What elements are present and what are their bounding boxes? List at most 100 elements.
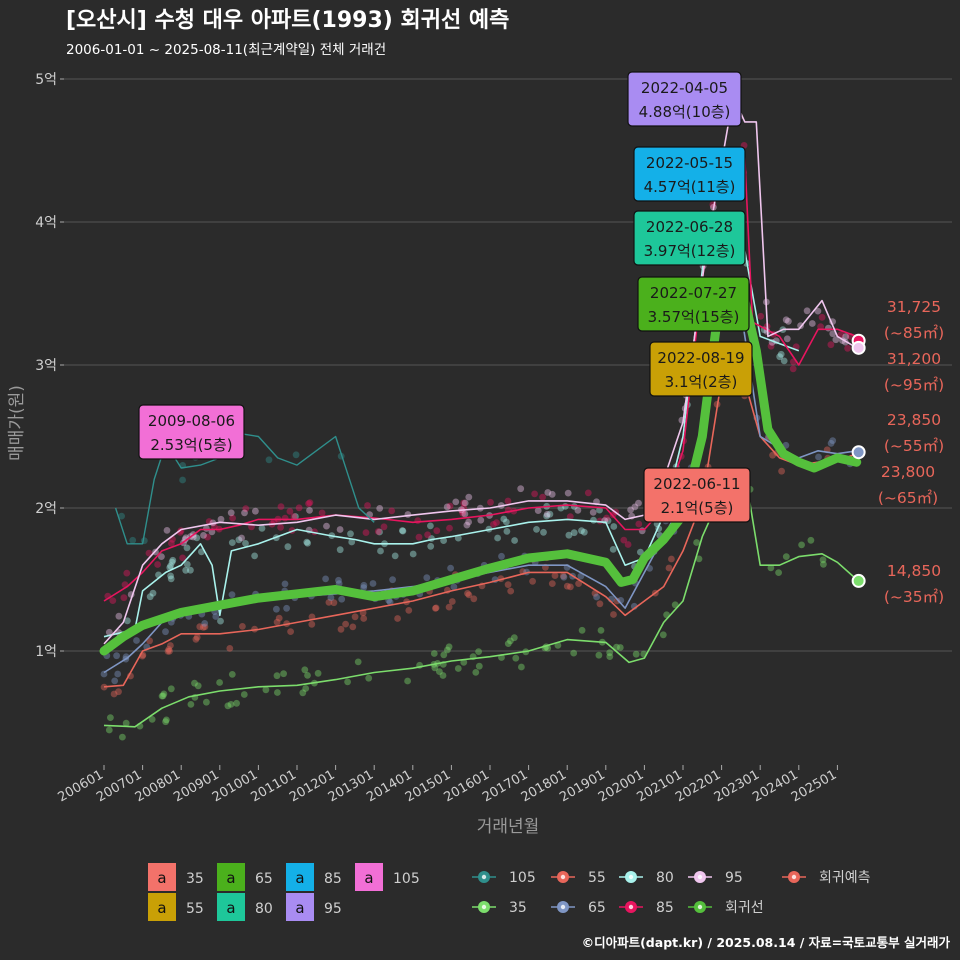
scatter-point-95 — [465, 493, 473, 501]
scatter-point-80 — [543, 512, 550, 520]
scatter-point-55 — [470, 595, 478, 603]
scatter-point-35 — [299, 689, 307, 697]
scatter-point-35 — [194, 682, 202, 690]
scatter-point-95 — [785, 317, 792, 325]
scatter-point-80 — [540, 528, 547, 536]
legend-label: 55 — [186, 901, 204, 917]
callout-date: 2022-06-11 — [653, 475, 740, 493]
legend-swatch — [217, 863, 245, 891]
scatter-point-95 — [829, 330, 837, 338]
scatter-point-80 — [546, 510, 554, 518]
y-tick-label: 2억 — [35, 501, 57, 517]
scatter-point-80 — [780, 357, 788, 365]
legend-fill-95: a 95 — [286, 893, 342, 921]
scatter-point-85 — [204, 533, 211, 541]
scatter-point-65 — [283, 604, 290, 612]
scatter-point-35 — [262, 686, 270, 694]
scatter-point-35 — [302, 685, 310, 692]
scatter-point-35 — [280, 670, 287, 678]
callout-price: 3.57억(15층) — [648, 308, 740, 326]
scatter-point-95 — [241, 509, 248, 517]
legend-label: 85 — [656, 900, 674, 916]
scatter-point-80 — [391, 552, 399, 560]
forecast-area-label: (~55㎡) — [884, 437, 944, 455]
forecast-point-35 — [851, 573, 866, 588]
scatter-point-85 — [844, 344, 851, 352]
scatter-point-85 — [414, 517, 422, 524]
scatter-point-35 — [436, 668, 443, 675]
scatter-point-35 — [228, 671, 236, 678]
callout-box — [138, 404, 245, 460]
right-label-layer: 31,725 (~85㎡) 31,200 (~95㎡) 23,850 (~55㎡) 23,8… — [878, 298, 944, 606]
scatter-point-35 — [518, 663, 525, 671]
scatter-point-55 — [167, 642, 174, 649]
callout-price: 3.97억(12층) — [644, 242, 736, 260]
scatter-point-55 — [273, 618, 281, 626]
legend-fill-105: a 105 — [355, 863, 420, 891]
scatter-point-95 — [635, 499, 642, 507]
scatter-point-35 — [365, 674, 373, 682]
scatter-point-95 — [336, 526, 344, 533]
forecast-layer — [851, 333, 866, 588]
scatter-point-35 — [782, 553, 790, 560]
legend-glyph: a — [157, 899, 166, 917]
legend-fill-65: a 65 — [217, 863, 273, 891]
callout-box — [649, 341, 753, 397]
scatter-point-85 — [168, 540, 175, 547]
scatter-point-55 — [432, 605, 439, 612]
callout-2022-04-05: 2022-04-05 4.88억(10층) — [627, 71, 742, 127]
scatter-point-65 — [827, 439, 835, 447]
scatter-point-85 — [109, 597, 117, 604]
x-axis-title: 거래년월 — [477, 817, 540, 837]
scatter-point-85 — [635, 520, 643, 528]
scatter-point-80 — [580, 528, 588, 536]
scatter-point-80 — [427, 542, 435, 550]
scatter-point-35 — [344, 678, 351, 686]
scatter-point-65 — [360, 581, 368, 589]
scatter-point-80 — [500, 515, 508, 523]
scatter-point-35 — [570, 649, 578, 657]
scatter-point-65 — [114, 670, 122, 678]
scatter-point-35 — [431, 664, 439, 672]
legend-label: 35 — [509, 900, 527, 916]
scatter-point-65 — [386, 598, 394, 606]
scatter-point-80 — [610, 523, 618, 530]
legend-swatch — [148, 863, 176, 891]
scatter-point-85 — [306, 499, 314, 506]
scatter-point-95 — [158, 553, 165, 560]
regression-layer — [99, 281, 862, 656]
scatter-point-85 — [123, 569, 131, 577]
scatter-point-105 — [179, 476, 187, 484]
scatter-point-65 — [815, 453, 822, 461]
scatter-point-35 — [632, 650, 640, 658]
scatter-point-80 — [228, 539, 236, 546]
scatter-point-65 — [322, 575, 329, 583]
scatter-point-80 — [187, 566, 194, 574]
scatter-point-95 — [465, 518, 472, 526]
scatter-point-80 — [242, 540, 249, 547]
scatter-point-55 — [445, 603, 453, 611]
scatter-point-95 — [115, 612, 123, 620]
scatter-point-85 — [827, 341, 835, 349]
forecast-price-label: 31,200 — [887, 350, 941, 368]
scatter-point-35 — [798, 541, 805, 549]
scatter-point-80 — [304, 539, 311, 547]
scatter-point-35 — [606, 653, 614, 660]
scatter-point-95 — [543, 511, 551, 518]
legend-swatch — [286, 863, 314, 891]
scatter-point-95 — [825, 324, 832, 332]
legend-line-dot-core — [560, 874, 566, 880]
legend-label: 105 — [393, 871, 420, 887]
legend-line-80: 80 — [619, 870, 674, 886]
scatter-point-35 — [430, 650, 438, 657]
callout-2022-06-28: 2022-06-28 3.97억(12층) — [633, 210, 746, 266]
scatter-point-80 — [533, 526, 540, 533]
legend-glyph: a — [295, 869, 304, 887]
scatter-point-80 — [376, 528, 383, 536]
scatter-point-65 — [447, 564, 454, 572]
legend-label: 80 — [255, 901, 273, 917]
scatter-point-80 — [348, 538, 356, 546]
scatter-point-35 — [767, 564, 775, 572]
forecast-area-label: (~85㎡) — [884, 324, 944, 342]
scatter-point-95 — [842, 333, 850, 340]
